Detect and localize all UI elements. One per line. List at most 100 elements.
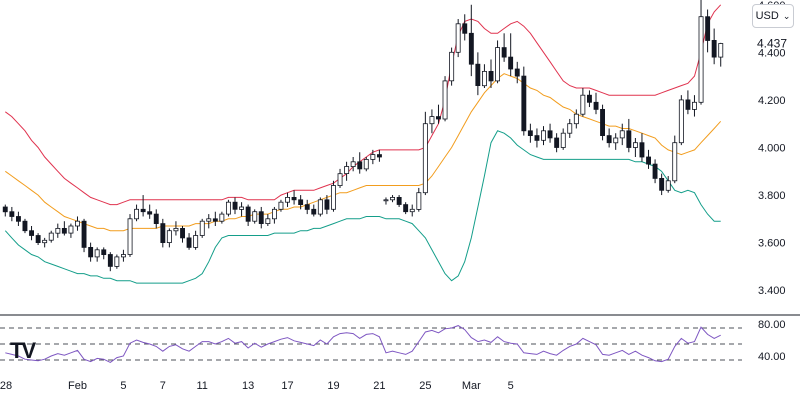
band-upper (5, 4, 722, 206)
candle (134, 204, 139, 222)
currency-select[interactable]: USD ⌄ (752, 4, 794, 28)
candle (199, 218, 205, 238)
candle (606, 128, 612, 148)
candle-body (718, 43, 724, 58)
candle (232, 197, 238, 215)
candle-body (245, 206, 251, 222)
candle (514, 61, 520, 84)
candle (88, 242, 94, 262)
candle-body (626, 130, 632, 148)
candle-body (219, 213, 225, 222)
candle (324, 195, 330, 215)
candle (468, 4, 474, 77)
candle-body (22, 220, 28, 232)
candle (180, 225, 185, 243)
candle (422, 111, 428, 196)
candle-body (600, 109, 605, 137)
candle (278, 199, 284, 212)
candle-body (475, 63, 481, 86)
candle (15, 211, 21, 226)
candle (317, 197, 323, 217)
candle (370, 149, 376, 165)
candle (409, 204, 415, 217)
candle-body (15, 216, 21, 222)
candle (265, 214, 271, 226)
candle (291, 190, 297, 205)
candle-body (121, 254, 126, 258)
candle-body (160, 223, 166, 244)
candle-body (573, 113, 579, 125)
candle (619, 123, 625, 146)
candle-body (265, 218, 271, 225)
candle (390, 195, 395, 203)
candle-body (442, 80, 448, 120)
candle-body (2, 206, 8, 213)
candle-body (193, 235, 199, 248)
candle-body (481, 71, 487, 87)
candle (718, 42, 724, 67)
candle-body (613, 137, 619, 144)
candle (160, 218, 166, 248)
candle (442, 76, 448, 122)
candle-body (199, 220, 205, 236)
time-tick-label: 25 (419, 380, 431, 392)
candle-body (258, 211, 264, 224)
candle-body (134, 208, 139, 220)
candle-body (422, 123, 428, 194)
candle-body (435, 116, 441, 120)
candle-body (449, 51, 455, 82)
candle-body (68, 225, 74, 234)
candle (344, 161, 350, 181)
candle-body (587, 94, 592, 103)
candle (186, 233, 192, 250)
candle-body (29, 230, 34, 236)
tradingview-logo: TV (10, 338, 38, 363)
candle (383, 197, 389, 205)
candle (166, 228, 172, 248)
candle (252, 209, 258, 224)
candle (68, 223, 74, 238)
candle (114, 254, 120, 269)
candle-body (206, 218, 212, 222)
time-tick-label: 19 (327, 380, 339, 392)
price-tick-label: 3.600 (758, 238, 786, 250)
candle-body (61, 227, 67, 234)
candle (685, 90, 691, 115)
candle (573, 109, 579, 129)
candle (626, 118, 632, 153)
candle (94, 247, 100, 262)
candle (711, 28, 717, 65)
candle (449, 47, 455, 86)
candle (593, 92, 599, 115)
candle (429, 109, 435, 134)
candle (153, 209, 159, 229)
candle (173, 221, 179, 236)
candle (304, 199, 310, 215)
candle (665, 176, 671, 193)
time-tick-label: Feb (68, 380, 87, 392)
candle (376, 149, 382, 162)
candle-body (330, 185, 336, 210)
candle (672, 135, 678, 184)
candle (225, 199, 231, 217)
candle (416, 187, 422, 212)
candle-body (659, 177, 665, 191)
time-tick-label: 11 (196, 380, 207, 392)
candle (488, 59, 494, 89)
candle (48, 230, 54, 243)
candle (403, 202, 409, 215)
candle (212, 211, 218, 226)
rsi-tick-label: 80.00 (758, 319, 786, 331)
candle-body (554, 137, 560, 148)
candle (692, 95, 697, 117)
candle-body (416, 192, 422, 210)
candle-body (495, 47, 500, 82)
candle-body (521, 75, 527, 132)
candle (337, 168, 343, 188)
candle-body (488, 71, 494, 82)
candle-body (140, 208, 146, 213)
candle (501, 33, 507, 62)
candle-body (42, 239, 48, 244)
